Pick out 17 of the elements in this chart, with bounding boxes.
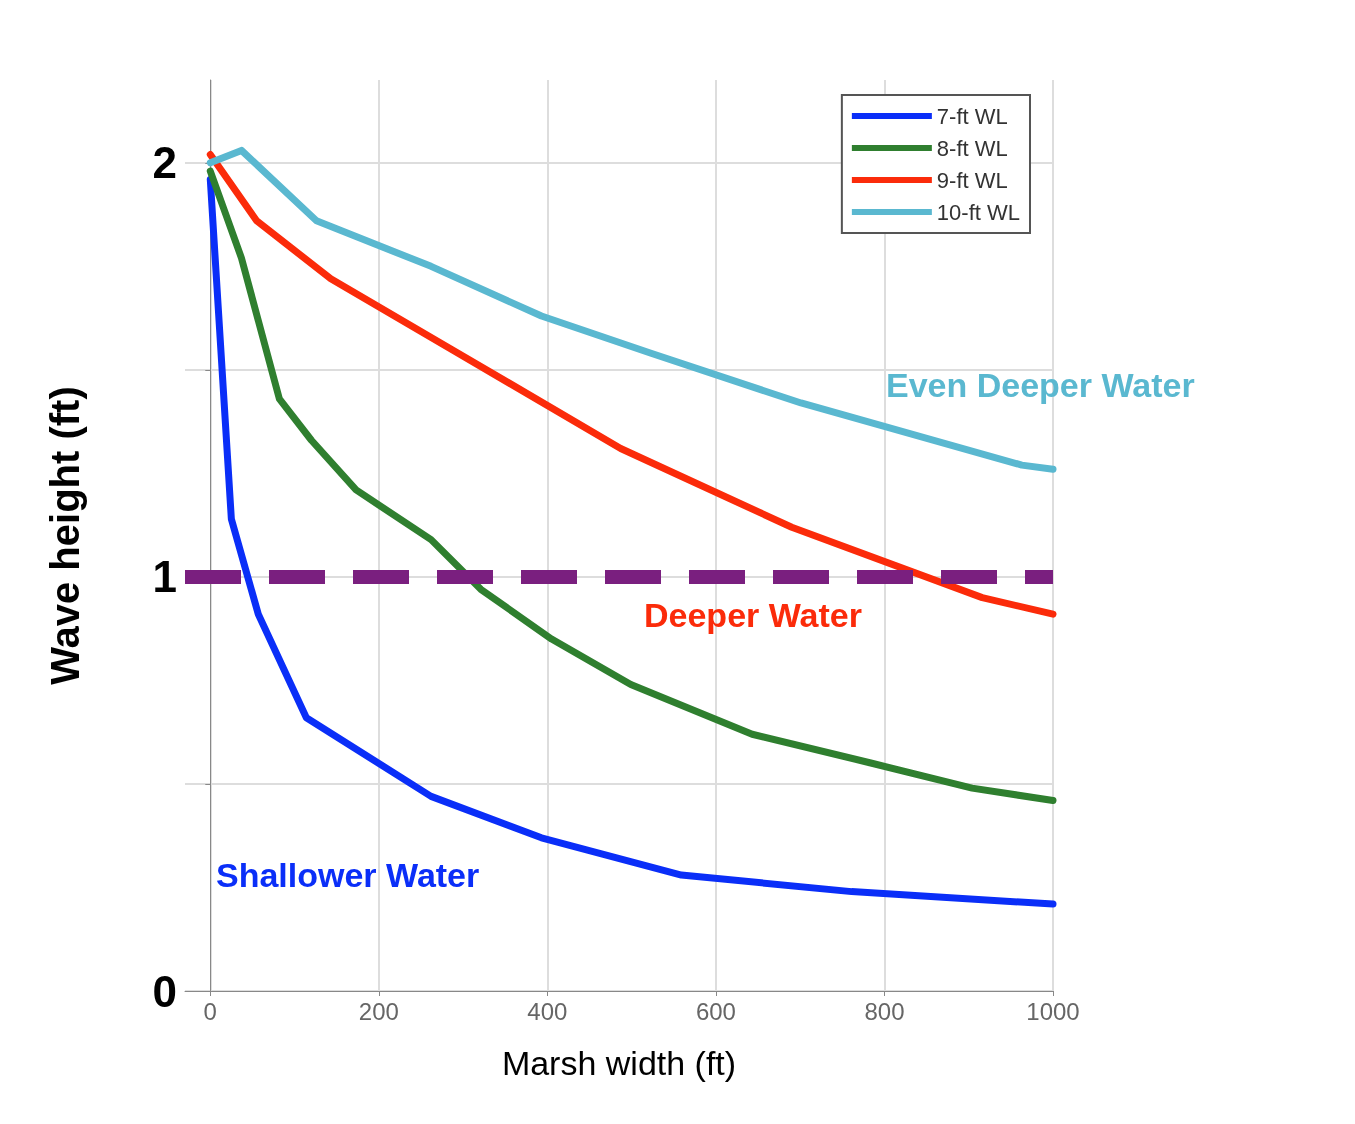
annotation: Even Deeper Water	[886, 366, 1195, 404]
x-tick-label: 1000	[1026, 997, 1080, 1025]
x-tick-label: 600	[695, 997, 736, 1025]
legend-label: 10-ft WL	[936, 199, 1021, 225]
legend-label: 8-ft WL	[936, 135, 1008, 161]
x-axis-title: Marsh width (ft)	[501, 1044, 737, 1082]
annotation: Shallower Water	[216, 856, 480, 894]
x-tick-label: 0	[203, 997, 217, 1025]
x-tick-label: 800	[864, 997, 905, 1025]
x-tick-label: 200	[358, 997, 399, 1025]
legend-label: 7-ft WL	[936, 103, 1008, 129]
annotation: Deeper Water	[644, 596, 862, 634]
legend-label: 9-ft WL	[936, 167, 1008, 193]
y-tick-label: 1	[152, 552, 177, 602]
y-tick-label: 2	[152, 138, 177, 188]
y-axis-title: Wave height (ft)	[43, 386, 87, 685]
x-tick-label: 400	[527, 997, 568, 1025]
